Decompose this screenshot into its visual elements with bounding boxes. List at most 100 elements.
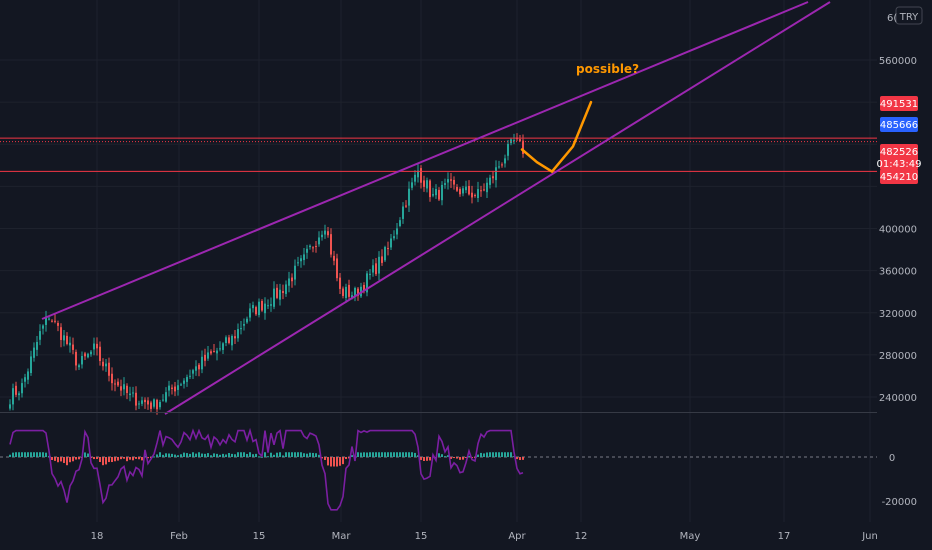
indicator-histogram-bar xyxy=(84,452,86,457)
candle-body xyxy=(501,164,503,166)
indicator-histogram-bar xyxy=(309,452,311,457)
candle-body xyxy=(453,179,455,185)
indicator-histogram-bar xyxy=(417,455,419,457)
time-axis: 18 Feb 15 Mar 15 Apr 12 May 17 Jun xyxy=(91,531,878,542)
indicator-axis: 0 -20000 xyxy=(882,453,917,508)
candle-body xyxy=(399,220,401,226)
indicator-histogram-bar xyxy=(249,452,251,457)
indicator-histogram-bar xyxy=(387,452,389,457)
candle-body xyxy=(402,206,404,219)
time-tick-label: 18 xyxy=(91,531,104,542)
candle-body xyxy=(297,262,299,264)
candle-body xyxy=(348,284,350,297)
indicator-histogram-bar xyxy=(429,457,431,461)
candle-body xyxy=(228,337,230,343)
candle-body xyxy=(18,393,20,396)
indicator-histogram-bar xyxy=(66,457,68,466)
candle-body xyxy=(372,265,374,273)
candle-body xyxy=(480,190,482,192)
indicator-histogram-bar xyxy=(390,452,392,457)
candle-body xyxy=(285,284,287,294)
candle-body xyxy=(504,158,506,164)
candle-body xyxy=(69,342,71,346)
candle-body xyxy=(189,375,191,377)
candle-body xyxy=(273,288,275,307)
candle-body xyxy=(330,234,332,255)
price-tag-label: 454210 xyxy=(880,172,918,183)
indicator-histogram-bar xyxy=(282,455,284,457)
indicator-histogram-bar xyxy=(318,454,320,457)
indicator-histogram-bar xyxy=(336,457,338,467)
indicator-histogram-bar xyxy=(126,457,128,462)
price-tick-label: 280000 xyxy=(879,351,917,362)
indicator-histogram-bar xyxy=(258,456,260,458)
candle-body xyxy=(498,166,500,168)
indicator-histogram-bar xyxy=(153,456,155,458)
indicator-histogram-bar xyxy=(498,452,500,457)
candle-body xyxy=(315,245,317,247)
candle-body xyxy=(180,384,182,386)
indicator-histogram-bar xyxy=(255,453,257,457)
indicator-histogram-bar xyxy=(246,453,248,457)
candle-body xyxy=(231,336,233,346)
candle-body xyxy=(489,177,491,185)
candle-body xyxy=(114,383,116,385)
indicator-histogram-bar xyxy=(105,457,107,465)
indicator-histogram-bar xyxy=(180,454,182,457)
candle-body xyxy=(378,256,380,274)
indicator-histogram-bar xyxy=(393,452,395,457)
indicator-histogram-bar xyxy=(372,452,374,457)
candle-body xyxy=(237,329,239,339)
candle-body xyxy=(153,399,155,407)
indicator-histogram-bar xyxy=(297,452,299,457)
indicator-histogram-bar xyxy=(30,452,32,457)
candle-body xyxy=(318,237,320,245)
indicator-histogram-bar xyxy=(57,457,59,463)
candle-body xyxy=(261,300,263,311)
candle-body xyxy=(321,234,323,238)
candle-body xyxy=(168,385,170,391)
candlestick-series xyxy=(9,133,524,415)
projection-path xyxy=(520,100,593,174)
currency-badge[interactable]: TRY xyxy=(895,6,923,25)
indicator-histogram-bar xyxy=(369,452,371,457)
candle-body xyxy=(99,346,101,361)
indicator-histogram-bar xyxy=(174,454,176,457)
candle-body xyxy=(177,385,179,390)
indicator-histogram-bar xyxy=(156,454,158,457)
candle-body xyxy=(396,228,398,235)
indicator-histogram-bar xyxy=(483,453,485,457)
indicator-histogram-bar xyxy=(201,453,203,457)
candle-body xyxy=(429,180,431,198)
indicator-histogram-bar xyxy=(324,457,326,460)
price-tag-label: 491531 xyxy=(880,99,918,110)
indicator-histogram-bar xyxy=(375,452,377,457)
indicator-histogram-bar xyxy=(102,457,104,466)
indicator-histogram-bar xyxy=(27,452,29,457)
indicator-histogram-bar xyxy=(285,452,287,457)
candle-body xyxy=(147,400,149,405)
indicator-histogram-bar xyxy=(462,457,464,460)
candle-body xyxy=(351,295,353,298)
indicator-histogram-bar xyxy=(342,457,344,465)
candle-body xyxy=(336,258,338,279)
candle-body xyxy=(30,356,32,373)
candle-body xyxy=(369,273,371,275)
candle-body xyxy=(111,373,113,384)
price-tick-label: 560000 xyxy=(879,56,917,67)
indicator-histogram-bar xyxy=(306,453,308,457)
candle-body xyxy=(171,387,173,389)
indicator-histogram-bar xyxy=(18,452,20,457)
indicator-histogram-bar xyxy=(54,457,56,461)
indicator-histogram-bar xyxy=(420,457,422,461)
indicator-histogram-bar xyxy=(219,454,221,457)
price-tick-label: 320000 xyxy=(879,309,917,320)
candle-body xyxy=(495,167,497,181)
indicator-histogram-bar xyxy=(459,457,461,460)
price-tag-box xyxy=(880,96,918,111)
indicator-histogram-bar xyxy=(42,452,44,457)
candle-body xyxy=(375,263,377,275)
indicator-histogram-bar xyxy=(357,452,359,457)
